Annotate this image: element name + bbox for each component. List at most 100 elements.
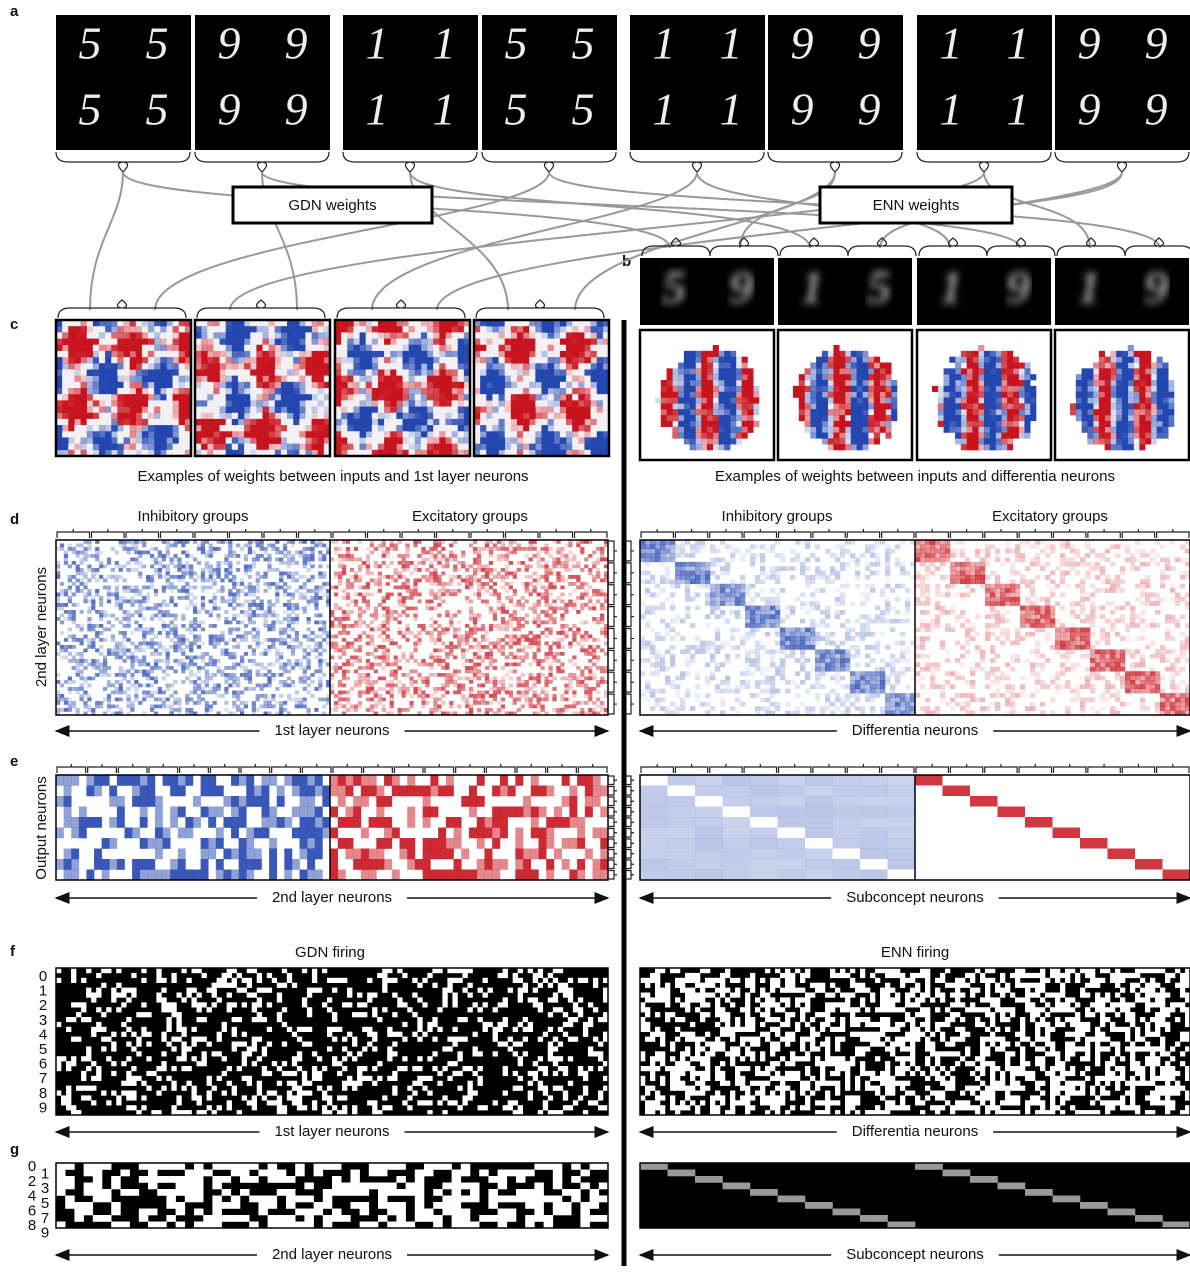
cell — [560, 357, 566, 363]
cell — [115, 589, 119, 593]
cell — [181, 575, 185, 579]
cell — [439, 419, 445, 425]
cell — [822, 415, 828, 421]
cell — [134, 600, 138, 604]
cell — [990, 403, 996, 409]
digit: 1 — [1007, 84, 1030, 135]
cell — [117, 376, 123, 382]
cell — [452, 437, 458, 443]
cell — [81, 437, 87, 443]
cell — [542, 369, 548, 375]
cell — [232, 554, 236, 558]
cell — [248, 621, 252, 625]
cell — [232, 593, 236, 597]
cell — [338, 579, 342, 583]
cell — [105, 339, 111, 345]
cell — [578, 339, 584, 345]
cell — [136, 419, 142, 425]
cell — [314, 642, 318, 646]
cell — [177, 589, 181, 593]
cell — [1116, 392, 1122, 398]
cell — [291, 645, 295, 649]
cell — [572, 419, 578, 425]
cell — [87, 694, 91, 698]
cell — [449, 558, 453, 562]
cell — [107, 600, 111, 604]
cell — [177, 642, 181, 646]
cell — [287, 694, 291, 698]
cell — [83, 551, 87, 555]
cell — [287, 369, 293, 375]
cell — [509, 551, 513, 555]
cell — [252, 589, 256, 593]
cell — [252, 687, 256, 691]
cell — [256, 638, 260, 642]
cell — [938, 392, 944, 398]
cell — [111, 691, 115, 695]
cell — [256, 326, 262, 332]
cell — [360, 419, 366, 425]
cell — [267, 614, 271, 618]
cell — [160, 437, 166, 443]
cell — [232, 596, 236, 600]
cell — [445, 413, 451, 419]
cell — [684, 374, 690, 380]
cell — [996, 386, 1002, 392]
cell — [303, 652, 307, 656]
cell — [256, 413, 262, 419]
cell — [584, 382, 590, 388]
cell — [238, 382, 244, 388]
cell — [238, 400, 244, 406]
cell — [457, 561, 461, 565]
cell — [232, 444, 238, 450]
cell — [64, 649, 68, 653]
cell — [170, 596, 174, 600]
cell — [252, 565, 256, 569]
cell — [275, 596, 279, 600]
cell — [996, 433, 1002, 439]
cell — [537, 558, 541, 562]
cell — [1105, 386, 1111, 392]
cell — [95, 663, 99, 667]
cell — [224, 568, 228, 572]
cell — [967, 398, 973, 404]
cell — [805, 392, 811, 398]
cell — [136, 444, 142, 450]
cell — [248, 593, 252, 597]
cell — [263, 572, 267, 576]
cell — [275, 351, 281, 357]
cell — [378, 579, 382, 583]
cell — [154, 614, 158, 618]
cell — [955, 427, 961, 433]
cell — [267, 628, 271, 632]
cell — [173, 635, 177, 639]
cell — [405, 551, 409, 555]
cell — [179, 345, 185, 351]
cell — [403, 437, 409, 443]
cell — [299, 705, 303, 709]
cell — [1151, 409, 1157, 415]
cell — [130, 431, 136, 437]
cell — [220, 673, 224, 677]
cell — [1116, 438, 1122, 444]
cell — [409, 369, 415, 375]
cell — [279, 680, 283, 684]
cell — [197, 687, 201, 691]
cell — [76, 624, 80, 628]
cell — [291, 617, 295, 621]
cell — [672, 433, 678, 439]
cell — [60, 649, 64, 653]
cell — [529, 407, 535, 413]
cell — [390, 444, 396, 450]
cell — [99, 565, 103, 569]
cell — [173, 659, 177, 663]
cell — [232, 425, 238, 431]
cell — [142, 607, 146, 611]
cell — [83, 666, 87, 670]
cell — [597, 363, 603, 369]
cell — [166, 649, 170, 653]
cell — [267, 645, 271, 649]
cell — [279, 656, 283, 660]
cell — [283, 554, 287, 558]
cell — [1122, 415, 1128, 421]
